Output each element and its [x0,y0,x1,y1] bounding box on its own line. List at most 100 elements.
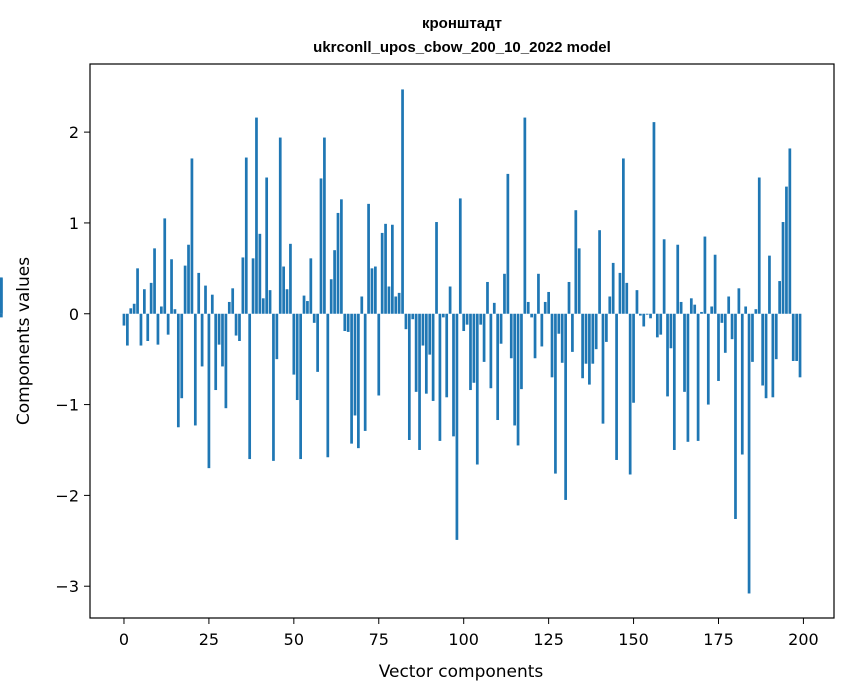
bar-107 [486,281,489,314]
bar-49 [289,243,292,314]
bar-135 [581,313,584,379]
bar-128 [557,313,561,334]
bar-69 [357,313,360,449]
bar-89 [424,313,428,394]
x-axis-ticks: 0 25 50 75 100 125 150 175 200 [119,618,819,649]
bar-39 [255,117,258,314]
bar-77 [384,223,387,314]
bar-194 [781,222,785,314]
x-tick-label: 200 [788,630,819,649]
bar-33 [234,313,238,336]
bar-179 [730,313,734,340]
bar-101 [465,313,469,325]
bar-64 [340,199,343,314]
bar-168 [693,304,697,314]
y-tick-label: −3 [55,577,79,596]
plot-frame [89,63,835,619]
bar-130 [564,313,567,500]
bar-92 [435,222,438,314]
bar-113 [506,173,510,314]
bar-112 [503,273,506,314]
bar-72 [367,203,370,314]
bar-159 [662,239,666,314]
bar-67 [350,313,353,444]
bar-44 [272,313,275,461]
y-axis-label: Components values [14,257,34,425]
bar-146 [618,272,622,314]
bar-167 [689,298,693,314]
y-tick-label: 0 [69,305,79,324]
bar-61 [329,279,333,314]
bar-119 [526,301,530,314]
bar-158 [659,313,663,335]
bars-group [0,89,802,594]
bar-106 [482,313,486,362]
bar-74 [374,266,377,314]
bar-104 [475,313,479,465]
y-tick-label: 1 [69,214,79,233]
bar-166 [686,313,690,442]
y-axis-ticks: −3 −2 −1 0 1 2 [55,123,90,596]
bar-84 [407,313,411,440]
bar-118 [523,117,527,314]
bar-28 [217,313,221,345]
bar-117 [520,313,523,390]
bar-66 [346,313,350,332]
bar-32 [231,288,235,314]
bar-184 [747,313,751,594]
bar-85 [411,313,415,320]
bar-110 [496,313,500,421]
bar-173 [710,306,714,314]
bar-145 [615,313,618,460]
bar-17 [180,313,184,399]
bar-6 [143,289,146,314]
bar-12 [163,218,167,314]
bar-5 [139,313,143,346]
bar-34 [238,313,241,341]
y-tick-label: −2 [55,486,79,505]
bar-2 [129,308,133,314]
bar-30 [224,313,228,409]
bar-93 [438,313,442,441]
bar-60 [326,313,330,458]
bar-182 [740,313,744,455]
bar-140 [598,230,601,314]
x-tick-label: 125 [533,630,564,649]
bar-10 [156,313,160,345]
bar-162 [672,313,676,450]
bar-160 [666,313,669,397]
bar-38 [251,258,255,314]
bar-155 [649,313,652,319]
bar-196 [788,148,792,314]
bar-120 [530,313,533,318]
bar-105 [479,313,483,325]
x-tick-label: 25 [199,630,219,649]
bar-91 [431,313,435,401]
bar-185 [751,313,754,362]
bar-47 [282,266,285,314]
bar-87 [418,313,421,450]
x-tick-label: 100 [448,630,479,649]
bar-198 [795,313,798,361]
x-tick-label: 150 [618,630,649,649]
bar-103 [472,313,476,383]
bar-97 [452,313,455,437]
bar-54 [306,301,309,314]
bar-9 [153,248,156,314]
bar-136 [584,313,588,364]
bar-141 [601,313,605,424]
bar-142 [605,313,608,342]
bar-42 [265,177,269,314]
chart-title: кронштадт [422,15,502,32]
bar-95 [445,313,449,398]
bar-181 [737,288,741,314]
bar-90 [428,313,432,355]
bar-8 [149,282,153,314]
bar-48 [285,289,289,314]
bar-59 [323,137,326,314]
bar-154 [645,313,649,315]
bar-78 [387,286,391,314]
bar-188 [761,313,765,386]
bar-147 [622,158,625,314]
